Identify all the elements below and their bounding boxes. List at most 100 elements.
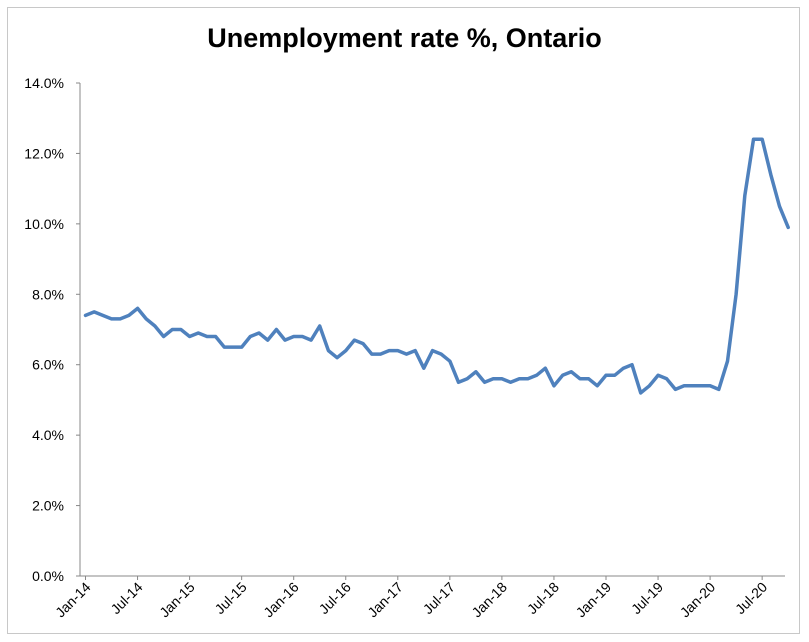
data-point [778, 205, 781, 208]
chart-frame [7, 7, 800, 634]
x-tick-label: Jul-18 [524, 579, 562, 617]
data-point [466, 377, 469, 380]
data-point [266, 338, 269, 342]
data-point [353, 338, 356, 342]
data-point [787, 226, 790, 229]
x-tick-label: Jan-17 [364, 579, 406, 621]
data-point [500, 377, 504, 380]
data-point [275, 328, 278, 331]
data-point [691, 384, 694, 387]
data-point [526, 377, 530, 380]
data-point [205, 335, 209, 338]
data-point [726, 360, 729, 363]
data-point [604, 374, 608, 377]
data-point [361, 342, 365, 345]
data-point [448, 360, 452, 363]
data-point [457, 381, 460, 384]
x-tick-label: Jul-17 [420, 579, 458, 617]
data-point [431, 349, 434, 352]
data-point [474, 370, 478, 373]
data-point [734, 293, 738, 296]
x-axis-ticks: Jan-14 Jul-14 Jan-15 Jul-15 Jan-16 Jul-16 Jan-… [52, 576, 770, 620]
data-point [318, 324, 321, 328]
data-point [422, 367, 425, 370]
data-point [717, 388, 720, 391]
data-point [301, 335, 304, 338]
y-tick-label: 6.0% [32, 357, 64, 373]
x-tick-label: Jan-16 [260, 579, 302, 621]
y-tick-label: 0.0% [32, 568, 64, 584]
data-point [93, 310, 96, 314]
data-point [84, 314, 87, 317]
y-axis-ticks: 0.0% 2.0% 4.0% 6.0% 8.0% 10.0% 12.0% 14.0% [24, 75, 80, 584]
data-point [179, 328, 183, 331]
data-point [544, 367, 547, 370]
data-point [240, 345, 243, 349]
data-point [162, 335, 165, 338]
data-point [561, 374, 564, 377]
data-point [630, 363, 634, 366]
y-tick-label: 14.0% [24, 75, 64, 91]
x-tick-label: Jul-16 [316, 579, 354, 617]
data-point [708, 384, 712, 387]
y-tick-label: 12.0% [24, 145, 64, 161]
x-tick-label: Jul-20 [732, 579, 770, 617]
x-tick-label: Jul-19 [628, 579, 666, 617]
data-point [171, 328, 174, 331]
data-point [387, 349, 391, 352]
data-point [596, 384, 599, 387]
data-point [570, 370, 573, 373]
data-point [309, 338, 313, 342]
data-point [700, 384, 703, 387]
data-point [492, 377, 495, 380]
data-point [249, 335, 252, 338]
data-point [639, 391, 642, 395]
data-point [292, 335, 295, 338]
data-point [509, 381, 512, 384]
series-group [83, 137, 790, 395]
x-tick-label: Jan-14 [52, 579, 94, 621]
data-point [674, 388, 677, 391]
data-point [153, 324, 157, 328]
data-point [535, 374, 538, 377]
data-point [136, 307, 139, 310]
data-point [110, 317, 113, 321]
data-point [119, 317, 122, 321]
data-point [327, 349, 330, 352]
data-point [223, 345, 226, 349]
data-point [231, 345, 235, 349]
data-point [145, 317, 148, 321]
data-point [335, 356, 339, 359]
data-point [127, 314, 131, 317]
data-point [370, 352, 373, 356]
data-point [414, 349, 417, 352]
x-tick-label: Jan-19 [573, 579, 615, 621]
data-point [405, 352, 408, 356]
data-point [214, 335, 217, 338]
data-point [587, 377, 590, 380]
series-line [83, 137, 790, 395]
data-point [188, 335, 191, 338]
data-point [622, 367, 625, 370]
data-point [379, 352, 382, 356]
x-tick-label: Jul-15 [211, 579, 249, 617]
data-point [743, 194, 746, 197]
data-point [518, 377, 521, 380]
data-point [396, 349, 399, 352]
y-tick-label: 4.0% [32, 427, 64, 443]
data-point [682, 384, 686, 387]
data-point [665, 377, 668, 380]
data-point [761, 138, 764, 141]
data-point [440, 352, 443, 356]
data-point [344, 349, 347, 352]
data-point [656, 374, 660, 377]
x-tick-label: Jul-14 [107, 579, 145, 617]
data-point [752, 138, 755, 141]
data-point [483, 381, 486, 384]
y-tick-label: 10.0% [24, 216, 64, 232]
data-point [578, 377, 582, 380]
data-point [283, 338, 287, 342]
y-tick-label: 8.0% [32, 286, 64, 302]
axes [79, 83, 785, 577]
